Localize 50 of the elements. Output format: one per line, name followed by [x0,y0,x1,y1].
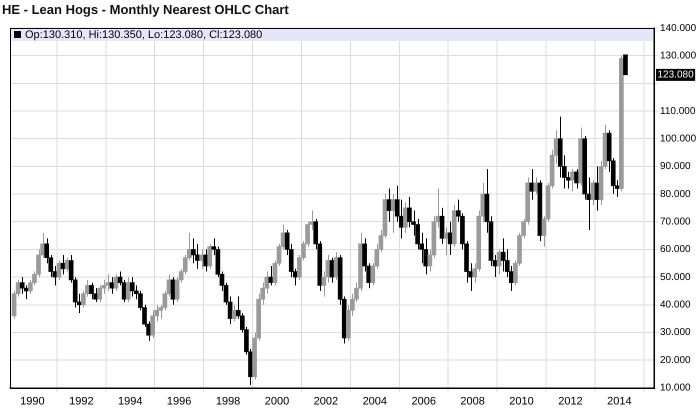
candlestick [150,310,155,338]
x-tick-label: 2012 [558,395,583,408]
y-tick-label: 60.000 [660,244,692,256]
y-tick-label: 10.000 [660,382,692,394]
x-tick-label: 2008 [460,395,485,408]
x-tick-label: 2006 [411,395,436,408]
y-tick-label: 140.000 [660,22,697,34]
x-tick-label: 1992 [69,395,94,408]
candlestick [407,196,412,228]
candlestick [440,207,444,244]
candlestick [97,284,102,302]
y-tick-label: 90.000 [660,161,692,172]
y-tick-label: 40.000 [660,300,692,311]
x-tick-label: 1990 [20,395,45,408]
candlestick [538,180,542,242]
y-tick-label: 110.000 [660,106,696,117]
x-tick-label: 2004 [362,395,388,408]
candlestick [623,54,628,76]
x-tick-label: 1998 [216,395,240,408]
y-tick-label: 70.000 [660,216,692,228]
candlestick [207,243,212,270]
y-tick-label: 20.000 [660,354,692,366]
header-panel: Op:130.310, Hi:130.350, Lo:123.080, Cl:123.080 [11,29,653,41]
chart-title: HE - Lean Hogs - Monthly Nearest OHLC Chart [2,2,289,17]
y-tick-label: 80.000 [660,188,692,200]
x-tick-label: 1994 [118,395,142,408]
x-tick-label: 1996 [166,395,192,408]
candlestick [56,260,62,280]
y-tick-label: 50.000 [660,272,692,283]
candlestick [334,252,338,280]
y-tick-label: 100.000 [660,133,697,144]
candlestick [452,204,457,248]
text: 123.080 [658,70,694,81]
candlestick [114,274,118,292]
candlestick [89,282,94,300]
x-tick-label: 2000 [264,395,290,408]
candlestick [619,55,624,192]
candlestick [170,276,176,306]
candlestick [130,276,135,297]
candlestick [64,257,70,272]
candlestick [582,135,588,200]
annotation: Op:130.310, Hi:130.350, Lo:123.080, Cl:123.080 [25,29,262,41]
x-tick-label: 2014 [607,395,632,408]
candlestick [574,168,579,190]
x-tick-label: 2002 [314,395,338,408]
candlestick [386,188,392,222]
y-tick-label: 30.000 [660,327,692,338]
candlestick [199,248,204,270]
y-tick-label: 130.000 [660,50,697,62]
x-tick-label: 2010 [509,395,534,408]
